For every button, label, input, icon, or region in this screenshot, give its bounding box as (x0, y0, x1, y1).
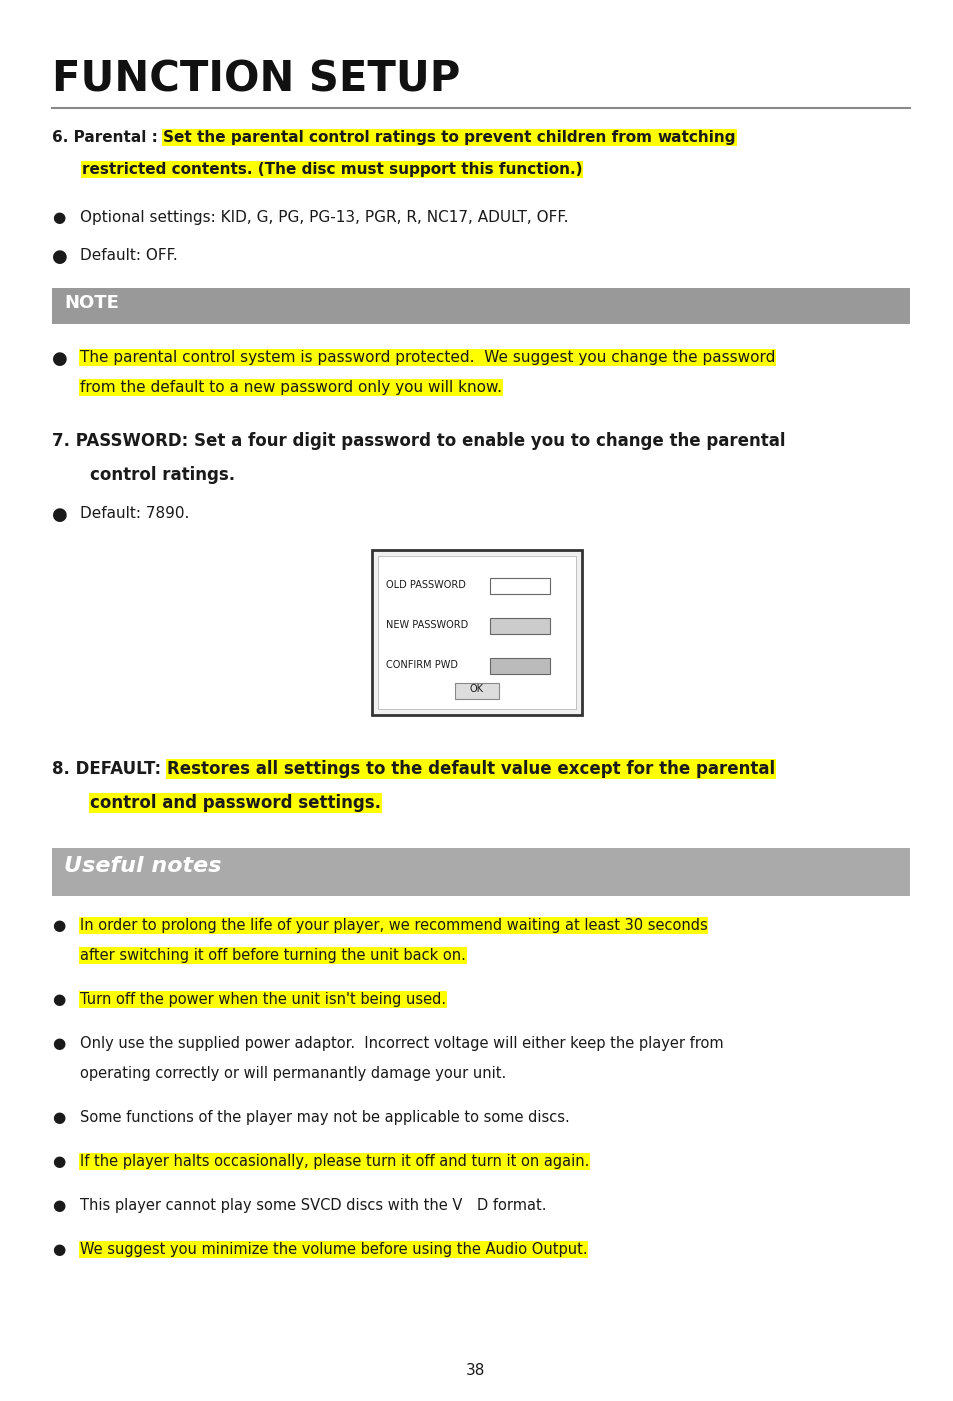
Text: restricted contents. (The disc must support this function.): restricted contents. (The disc must supp… (82, 163, 582, 177)
Text: Set the parental control ratings to prevent children from: Set the parental control ratings to prev… (163, 130, 657, 144)
Text: If the player halts occasionally, please turn it off and turn it on again.: If the player halts occasionally, please… (80, 1154, 589, 1168)
Text: Useful notes: Useful notes (64, 856, 221, 876)
Text: 6. Parental :: 6. Parental : (52, 130, 163, 144)
Text: control ratings.: control ratings. (90, 467, 234, 483)
Text: NEW PASSWORD: NEW PASSWORD (386, 621, 468, 630)
Bar (52, 289, 909, 324)
Text: OLD PASSWORD: OLD PASSWORD (386, 580, 465, 590)
Text: ●: ● (52, 1198, 65, 1213)
Text: Default: 7890.: Default: 7890. (80, 506, 190, 521)
Text: operating correctly or will permanantly damage your unit.: operating correctly or will permanantly … (80, 1066, 506, 1082)
Text: control and password settings.: control and password settings. (90, 794, 380, 813)
Text: watching: watching (657, 130, 735, 144)
Text: In order to prolong the life of your player, we recommend waiting at least 30 se: In order to prolong the life of your pla… (80, 918, 707, 933)
Text: NOTE: NOTE (64, 294, 119, 312)
Text: CONFIRM PWD: CONFIRM PWD (386, 660, 457, 670)
Text: 8. DEFAULT:: 8. DEFAULT: (52, 759, 167, 778)
Text: Turn off the power when the unit isn't being used.: Turn off the power when the unit isn't b… (80, 992, 446, 1007)
Text: Optional settings: KID, G, PG, PG-13, PGR, R, NC17, ADULT, OFF.: Optional settings: KID, G, PG, PG-13, PG… (80, 210, 568, 226)
Text: OK: OK (470, 684, 483, 693)
Text: The parental control system is password protected.  We suggest you change the pa: The parental control system is password … (80, 350, 775, 366)
Text: ●: ● (52, 350, 68, 368)
Text: Restores all settings to the default value except for the parental: Restores all settings to the default val… (167, 759, 774, 778)
Text: Default: OFF.: Default: OFF. (80, 248, 177, 263)
Text: ●: ● (52, 506, 68, 524)
Text: ●: ● (52, 210, 65, 226)
Text: 38: 38 (466, 1363, 485, 1379)
Text: from the default to a new password only you will know.: from the default to a new password only … (80, 380, 501, 395)
Text: This player cannot play some SVCD discs with the V D format.: This player cannot play some SVCD discs … (80, 1198, 546, 1213)
Bar (52, 848, 909, 897)
Text: Some functions of the player may not be applicable to some discs.: Some functions of the player may not be … (80, 1110, 569, 1125)
Text: ●: ● (52, 1243, 65, 1257)
Text: 7. PASSWORD: Set a four digit password to enable you to change the parental: 7. PASSWORD: Set a four digit password t… (52, 432, 784, 450)
Text: ●: ● (52, 1110, 65, 1125)
Bar (490, 618, 550, 635)
Text: ●: ● (52, 918, 65, 933)
Text: ●: ● (52, 1035, 65, 1051)
Bar (377, 556, 576, 709)
Text: ●: ● (52, 1154, 65, 1168)
Bar (490, 579, 550, 594)
Text: Only use the supplied power adaptor.  Incorrect voltage will either keep the pla: Only use the supplied power adaptor. Inc… (80, 1035, 723, 1051)
Text: ●: ● (52, 248, 68, 266)
Bar (455, 684, 498, 699)
Bar (372, 551, 581, 715)
Text: ●: ● (52, 992, 65, 1007)
Text: We suggest you minimize the volume before using the Audio Output.: We suggest you minimize the volume befor… (80, 1243, 587, 1257)
Text: after switching it off before turning the unit back on.: after switching it off before turning th… (80, 948, 465, 962)
Bar (490, 658, 550, 674)
Text: FUNCTION SETUP: FUNCTION SETUP (52, 57, 460, 99)
